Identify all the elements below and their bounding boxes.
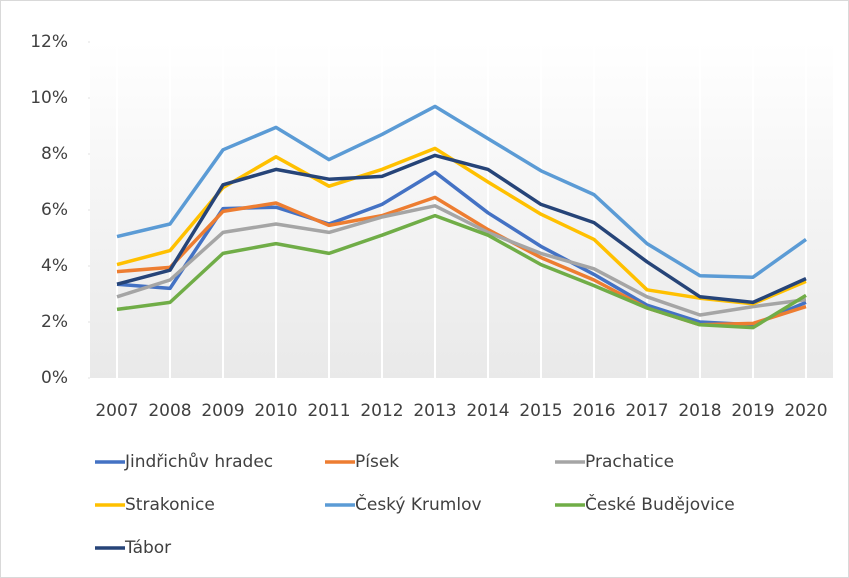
x-tick-label: 2007 [95,401,138,421]
y-tick-label: 4% [41,256,68,276]
legend-label: Strakonice [125,495,215,515]
y-tick-label: 6% [41,200,68,220]
series-line [116,104,808,279]
y-tick-label: 2% [41,312,68,332]
y-tick-label: 10% [30,88,68,108]
legend-label: Tábor [124,538,171,558]
series-line [116,153,807,305]
x-tick-label: 2015 [519,401,562,421]
legend-label: Český Krumlov [355,493,482,515]
legend-label: České Budějovice [585,493,735,515]
legend-label: Prachatice [585,452,674,472]
x-tick-label: 2020 [784,401,827,421]
y-tick-label: 8% [41,144,68,164]
x-tick-label: 2019 [731,401,774,421]
x-tick-label: 2014 [466,401,509,421]
x-tick-label: 2010 [254,401,297,421]
x-tick-label: 2013 [413,401,456,421]
y-tick-label: 0% [41,368,68,388]
x-tick-label: 2011 [307,401,350,421]
x-tick-label: 2017 [625,401,668,421]
x-tick-label: 2008 [148,401,191,421]
legend-label: Písek [355,452,399,472]
series-line [116,213,807,330]
series-line [116,204,807,317]
legend-label: Jindřichův hradec [124,452,273,472]
x-tick-label: 2012 [360,401,403,421]
y-tick-label: 12% [30,32,68,52]
x-tick-label: 2016 [572,401,615,421]
x-tick-label: 2018 [678,401,721,421]
x-tick-label: 2009 [201,401,244,421]
